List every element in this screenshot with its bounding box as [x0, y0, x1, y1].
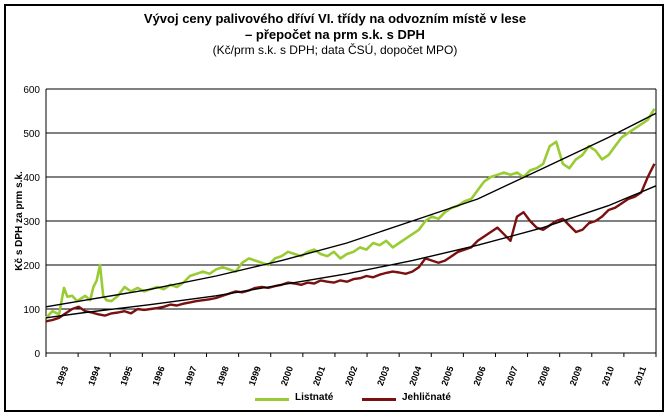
chart-frame — [4, 4, 664, 412]
legend-swatch-listnate — [255, 398, 289, 401]
x-tick-label: 1995 — [118, 365, 134, 387]
y-tick-label: 600 — [23, 85, 40, 96]
y-tick-label: 0 — [34, 349, 40, 360]
x-tick-label: 2006 — [471, 365, 487, 387]
x-tick-label: 2008 — [536, 365, 552, 387]
series-line-0 — [45, 108, 656, 319]
y-tick-label: 200 — [23, 261, 40, 272]
y-axis-title: Kč s DPH za prm s.k. — [14, 171, 25, 271]
series-line-1 — [45, 163, 656, 323]
trendline-1 — [45, 185, 657, 319]
legend-item-listnate: Listnaté — [255, 392, 365, 406]
legend-label-jehlicnate: Jehličnaté — [402, 392, 451, 403]
chart-subtitle: (Kč/prm s.k. s DPH; data ČSÚ, dopočet MP… — [212, 43, 458, 57]
chart-title: Vývoj ceny palivového dříví VI. třídy na… — [143, 11, 527, 26]
x-tick-label: 2009 — [568, 365, 584, 387]
x-tick-label: 2011 — [632, 365, 648, 387]
x-tick-label: 2007 — [504, 365, 520, 387]
legend-item-jehlicnate: Jehličnaté — [362, 392, 482, 406]
x-tick-label: 1997 — [183, 365, 199, 387]
legend-label-listnate: Listnaté — [295, 392, 334, 403]
x-tick-label: 1998 — [215, 365, 231, 387]
x-tick-label: 2003 — [375, 365, 391, 387]
x-tick-label: 2004 — [407, 365, 423, 387]
trendline-0 — [45, 112, 657, 308]
x-tick-label: 2010 — [600, 365, 616, 387]
x-tick-label: 1996 — [150, 365, 166, 387]
x-tick-label: 1994 — [86, 365, 102, 387]
x-tick-label: 1999 — [247, 365, 263, 387]
x-tick-label: 2005 — [439, 365, 455, 387]
x-tick-label: 2002 — [343, 365, 359, 387]
y-tick-label: 300 — [23, 217, 40, 228]
x-tick-label: 2001 — [311, 365, 327, 387]
x-tick-label: 1993 — [54, 365, 70, 387]
x-tick-label: 2000 — [279, 365, 295, 387]
chart-title-line2: – přepočet na prm s.k. s DPH — [245, 27, 425, 42]
y-tick-label: 100 — [23, 305, 40, 316]
y-tick-label: 400 — [23, 173, 40, 184]
y-tick-label: 500 — [23, 129, 40, 140]
legend-swatch-jehlicnate — [362, 398, 396, 401]
